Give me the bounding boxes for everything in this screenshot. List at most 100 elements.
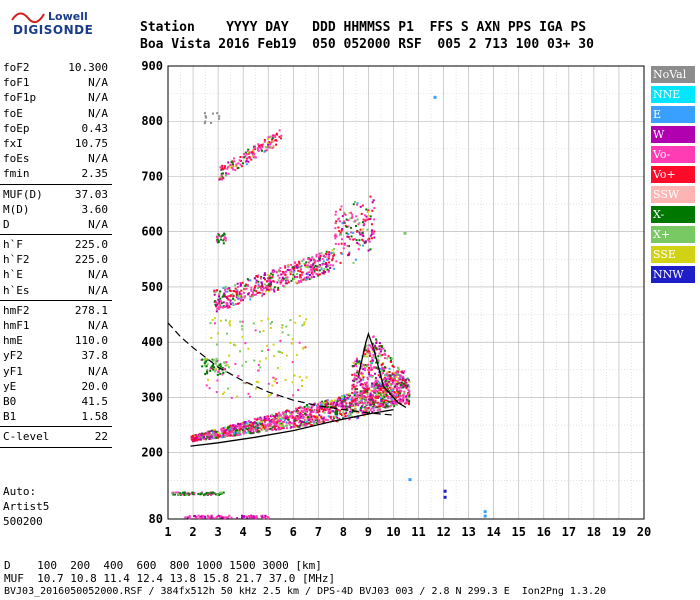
echo-point xyxy=(268,274,271,277)
echo-point xyxy=(199,493,202,496)
echo-point xyxy=(290,411,293,414)
echo-point xyxy=(362,363,365,366)
echo-point xyxy=(222,371,225,374)
echo-point xyxy=(366,228,369,231)
echo-point xyxy=(269,141,272,144)
bottom-muf-row: MUF 10.7 10.8 11.4 12.4 13.8 15.8 21.7 3… xyxy=(4,572,336,585)
echo-point xyxy=(253,286,256,289)
echo-point xyxy=(293,267,296,270)
echo-point xyxy=(271,137,274,140)
echo-point xyxy=(216,302,219,305)
echo-point xyxy=(222,177,225,180)
echo-point xyxy=(224,430,227,433)
echo-point xyxy=(329,264,332,267)
echo-point xyxy=(386,357,389,360)
echo-point xyxy=(231,166,234,169)
echo-point xyxy=(230,428,233,431)
echo-point xyxy=(366,210,369,213)
echo-point xyxy=(245,159,248,162)
echo-point xyxy=(197,433,200,436)
echo-point xyxy=(404,385,407,388)
echo-point xyxy=(243,429,246,432)
echo-point xyxy=(373,389,376,392)
echo-point xyxy=(247,431,250,434)
echo-point xyxy=(391,363,394,366)
echo-point xyxy=(311,418,314,421)
echo-point xyxy=(238,292,241,295)
echo-point xyxy=(206,372,209,375)
echo-point xyxy=(197,438,200,441)
echo-point xyxy=(392,402,395,405)
echo-point xyxy=(183,491,186,494)
param-value: 10.300 xyxy=(68,61,108,74)
echo-point xyxy=(383,366,386,369)
echo-point xyxy=(269,422,272,425)
echo-point xyxy=(214,360,217,363)
echo-point xyxy=(335,401,338,404)
echo-point xyxy=(234,431,237,434)
echo-point xyxy=(221,373,224,376)
param-row: foE N/A xyxy=(0,106,112,121)
echo-point xyxy=(361,233,364,236)
echo-point xyxy=(260,287,263,290)
echo-point xyxy=(355,215,358,218)
echo-point xyxy=(297,281,300,284)
echo-point xyxy=(244,154,247,157)
echo-point xyxy=(247,156,250,159)
echo-point xyxy=(248,424,251,427)
echo-point xyxy=(217,233,220,236)
echo-point xyxy=(286,279,289,282)
echo-point xyxy=(343,397,346,400)
polarization-legend: NoVal NNE E W Vo- Vo+ SSW X- X+ SSE NNW xyxy=(651,66,695,286)
param-divider xyxy=(0,446,112,448)
echo-point xyxy=(373,403,376,406)
param-row: h`F 225.0 xyxy=(0,237,112,252)
echo-point xyxy=(262,143,265,146)
echo-point xyxy=(315,418,318,421)
legend-item: Vo- xyxy=(651,146,695,163)
echo-point xyxy=(371,362,374,365)
echo-point xyxy=(201,514,204,517)
echo-point xyxy=(334,242,337,245)
echo-point xyxy=(288,416,291,419)
echo-point xyxy=(261,294,264,297)
echo-point xyxy=(313,409,316,412)
echo-point xyxy=(357,374,360,377)
echo-point xyxy=(204,120,207,123)
echo-point xyxy=(278,421,281,424)
echo-point xyxy=(396,385,399,388)
echo-point xyxy=(384,353,387,356)
echo-point xyxy=(376,379,379,382)
echo-point xyxy=(207,517,210,520)
echo-point xyxy=(342,404,345,407)
echo-point xyxy=(226,364,229,367)
echo-point xyxy=(233,434,236,437)
echo-point xyxy=(389,397,392,400)
echo-point xyxy=(375,366,378,369)
echo-point xyxy=(328,261,331,264)
echo-point xyxy=(252,156,255,159)
echo-point xyxy=(228,425,231,428)
echo-point xyxy=(229,299,232,302)
echo-point xyxy=(200,515,203,518)
echo-point xyxy=(245,157,248,160)
echo-point xyxy=(199,438,202,441)
echo-point xyxy=(260,425,263,428)
echo-point xyxy=(352,365,355,368)
echo-point xyxy=(280,422,283,425)
echo-point xyxy=(275,428,278,431)
echo-point xyxy=(285,414,288,417)
echo-point xyxy=(385,403,388,406)
echo-point xyxy=(375,341,378,344)
echo-point xyxy=(378,407,381,410)
echo-point xyxy=(333,417,336,420)
echo-point xyxy=(331,259,334,262)
echo-point xyxy=(339,261,342,264)
echo-point xyxy=(356,371,359,374)
echo-point xyxy=(393,391,396,394)
echo-point xyxy=(379,367,382,370)
echo-point xyxy=(242,153,245,156)
echo-point xyxy=(286,416,289,419)
echo-point xyxy=(303,323,306,326)
echo-point xyxy=(301,421,304,424)
